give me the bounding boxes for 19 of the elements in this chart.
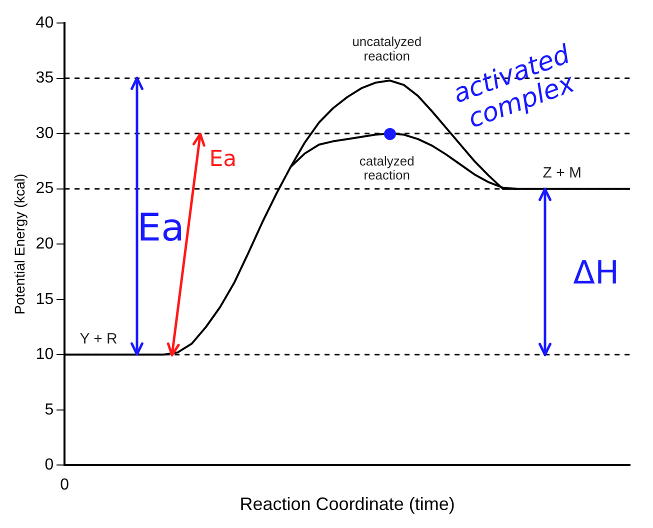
y-tick-label: 15	[36, 290, 54, 308]
y-tick-label: 40	[36, 14, 54, 32]
y-tick-label: 5	[44, 401, 54, 418]
y-tick-label: 10	[36, 346, 54, 364]
y-tick-label: 0	[44, 456, 54, 474]
annotation: uncatalyzed reaction	[352, 34, 422, 64]
annotation: Ea	[209, 146, 237, 172]
annotation: ΔH	[573, 253, 620, 292]
annotation: Z + M	[542, 164, 582, 182]
y-axis-title: Potential Energy (kcal)	[11, 174, 28, 315]
x-axis-title: Reaction Coordinate (time)	[240, 494, 455, 514]
y-tick-label: 35	[36, 70, 54, 87]
annotation: catalyzed reaction	[359, 153, 414, 183]
text: 0	[60, 476, 70, 494]
annotation: Ea	[137, 206, 184, 250]
y-tick-label: 20	[36, 236, 54, 253]
y-tick-label: 30	[36, 124, 54, 142]
annotation: Y + R	[80, 330, 118, 348]
y-tick-label: 25	[36, 180, 54, 198]
